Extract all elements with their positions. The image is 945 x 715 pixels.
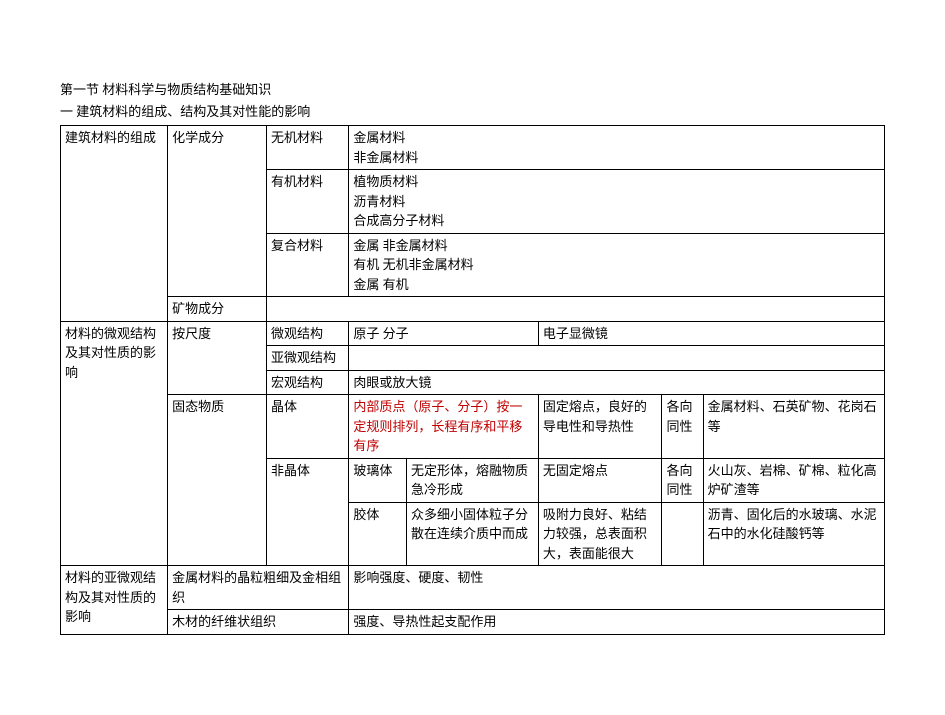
cell-group: 非晶体 — [266, 458, 348, 566]
cell: 玻璃体 — [349, 458, 407, 502]
cell: 植物质材料 沥青材料 合成高分子材料 — [349, 170, 885, 234]
cell: 众多细小固体粒子分散在连续介质中而成 — [407, 502, 539, 566]
cell: 固定熔点，良好的导电性和导热性 — [538, 395, 662, 459]
cell-group: 固态物质 — [168, 395, 267, 566]
cell-empty — [349, 346, 885, 371]
cell-line: 植物质材料 — [353, 172, 880, 192]
cell: 电子显微镜 — [538, 321, 884, 346]
cell: 原子 分子 — [349, 321, 539, 346]
cell: 火山灰、岩棉、矿棉、粒化高炉矿渣等 — [703, 458, 884, 502]
cell-group: 按尺度 — [168, 321, 267, 395]
cell: 肉眼或放大镜 — [349, 370, 885, 395]
cell: 金属材料 非金属材料 — [349, 126, 885, 170]
cell-line: 金属材料 — [353, 128, 880, 148]
cell-group: 材料的微观结构及其对性质的影响 — [61, 321, 168, 566]
cell: 胶体 — [349, 502, 407, 566]
cell: 矿物成分 — [168, 297, 267, 322]
cell: 晶体 — [266, 395, 348, 459]
cell: 木材的纤维状组织 — [168, 610, 349, 635]
cell: 宏观结构 — [266, 370, 348, 395]
cell-group: 材料的亚微观结构及其对性质的影响 — [61, 566, 168, 635]
cell: 无机材料 — [266, 126, 348, 170]
cell: 沥青、固化后的水玻璃、水泥石中的水化硅酸钙等 — [703, 502, 884, 566]
cell-line: 金属 非金属材料 — [353, 236, 880, 256]
cell: 复合材料 — [266, 233, 348, 297]
cell-line: 沥青材料 — [353, 192, 880, 212]
table-row: 木材的纤维状组织 强度、导热性起支配作用 — [61, 610, 885, 635]
materials-table: 建筑材料的组成 化学成分 无机材料 金属材料 非金属材料 有机材料 植物质材料 … — [60, 125, 885, 635]
cell: 有机材料 — [266, 170, 348, 234]
cell-line: 合成高分子材料 — [353, 211, 880, 231]
table-row: 材料的亚微观结构及其对性质的影响 金属材料的晶粒粗细及金相组织 影响强度、硬度、… — [61, 566, 885, 610]
table-row: 矿物成分 — [61, 297, 885, 322]
cell-empty — [266, 297, 884, 322]
cell: 无定形体，熔融物质急冷形成 — [407, 458, 539, 502]
subsection-title: 一 建筑材料的组成、结构及其对性能的影响 — [60, 102, 885, 122]
cell: 吸附力良好、粘结力较强，总表面积大，表面能很大 — [538, 502, 662, 566]
cell-line: 非金属材料 — [353, 148, 880, 168]
cell-group: 化学成分 — [168, 126, 267, 297]
cell: 各向同性 — [662, 395, 703, 459]
section-title: 第一节 材料科学与物质结构基础知识 — [60, 80, 885, 100]
table-row: 材料的微观结构及其对性质的影响 按尺度 微观结构 原子 分子 电子显微镜 — [61, 321, 885, 346]
table-row: 固态物质 晶体 内部质点（原子、分子）按一定规则排列，长程有序和平移有序 固定熔… — [61, 395, 885, 459]
cell: 无固定熔点 — [538, 458, 662, 502]
cell-highlight: 内部质点（原子、分子）按一定规则排列，长程有序和平移有序 — [349, 395, 539, 459]
cell-line: 有机 无机非金属材料 — [353, 255, 880, 275]
cell: 微观结构 — [266, 321, 348, 346]
cell: 各向同性 — [662, 458, 703, 502]
cell: 强度、导热性起支配作用 — [349, 610, 885, 635]
cell: 金属材料的晶粒粗细及金相组织 — [168, 566, 349, 610]
cell: 金属材料、石英矿物、花岗石等 — [703, 395, 884, 459]
table-row: 建筑材料的组成 化学成分 无机材料 金属材料 非金属材料 — [61, 126, 885, 170]
cell: 影响强度、硬度、韧性 — [349, 566, 885, 610]
cell-empty — [662, 502, 703, 566]
document-headings: 第一节 材料科学与物质结构基础知识 一 建筑材料的组成、结构及其对性能的影响 — [60, 80, 885, 121]
cell: 金属 非金属材料 有机 无机非金属材料 金属 有机 — [349, 233, 885, 297]
cell-line: 金属 有机 — [353, 275, 880, 295]
cell: 亚微观结构 — [266, 346, 348, 371]
cell-group: 建筑材料的组成 — [61, 126, 168, 322]
